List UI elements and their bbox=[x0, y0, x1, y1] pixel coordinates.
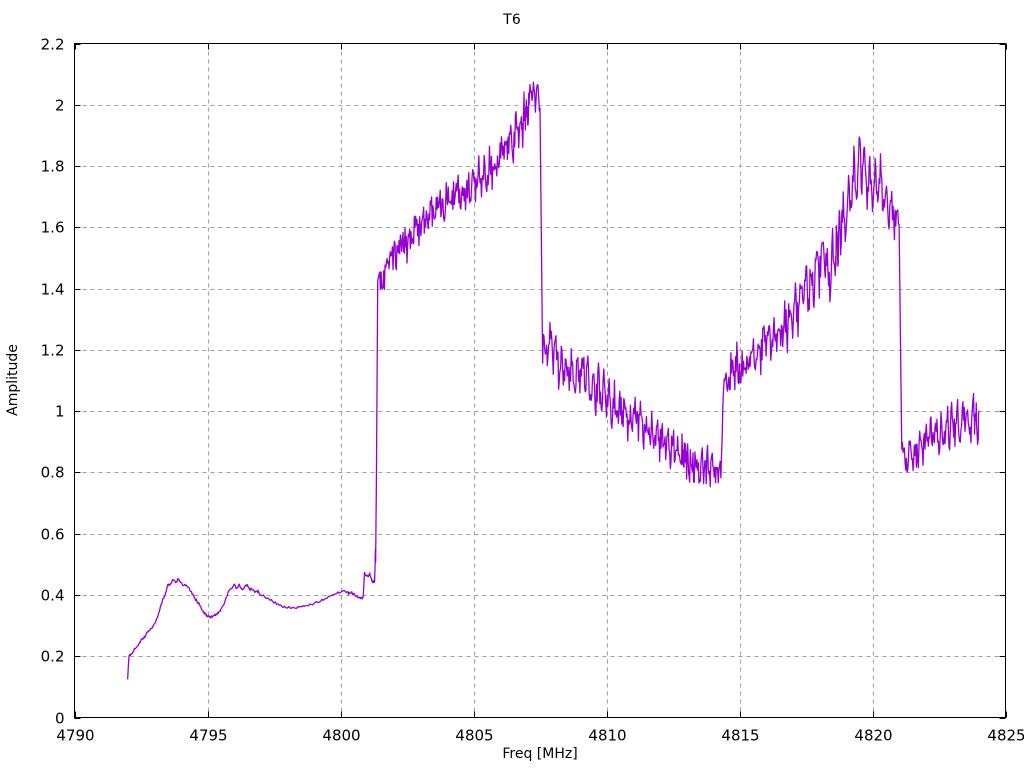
x-tick-label: 4795 bbox=[189, 727, 227, 745]
x-axis-label: Freq [MHz] bbox=[502, 746, 577, 762]
y-tick-label: 0.6 bbox=[41, 526, 65, 544]
x-tick-label: 4825 bbox=[987, 727, 1024, 745]
y-axis-label: Amplitude bbox=[5, 344, 21, 416]
y-tick-label: 1.6 bbox=[41, 219, 65, 237]
chart-title: T6 bbox=[503, 12, 521, 28]
x-tick-label: 4815 bbox=[721, 727, 759, 745]
y-tick-label: 0.4 bbox=[41, 587, 65, 605]
x-tick-label: 4820 bbox=[854, 727, 892, 745]
plot-border bbox=[73, 42, 1007, 719]
y-tick-label: 1.4 bbox=[41, 281, 65, 299]
y-tick-label: 1.8 bbox=[41, 158, 65, 176]
y-tick-label: 0.8 bbox=[41, 464, 65, 482]
x-tick-label: 4810 bbox=[588, 727, 626, 745]
y-tick-label: 1.2 bbox=[41, 342, 65, 360]
y-tick-label: 2 bbox=[55, 97, 65, 115]
y-tick-label: 0.2 bbox=[41, 648, 65, 666]
x-tick-label: 4790 bbox=[56, 727, 94, 745]
tick-marks bbox=[74, 43, 1008, 720]
y-tick-label: 0 bbox=[55, 710, 65, 728]
x-tick-label: 4805 bbox=[455, 727, 493, 745]
data-series-line bbox=[127, 81, 980, 680]
x-tick-label: 4800 bbox=[322, 727, 360, 745]
y-tick-label: 2.2 bbox=[41, 36, 65, 54]
y-tick-label: 1 bbox=[55, 403, 65, 421]
y-tick-labels: 0 0.2 0.4 0.6 0.8 1 1.2 1.4 1.6 1.8 2 2.2 bbox=[41, 36, 65, 728]
x-tick-labels: 4790 4795 4800 4805 4810 4815 4820 4825 bbox=[56, 727, 1024, 745]
